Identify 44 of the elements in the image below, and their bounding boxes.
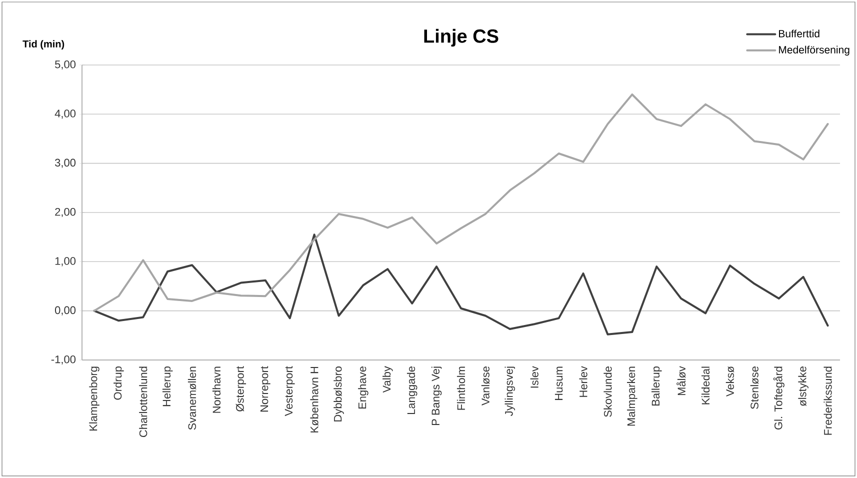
legend-label: Medelförsening [779, 46, 850, 56]
x-tick-label: Vesterport [284, 366, 295, 416]
x-tick-label: Husum [554, 366, 563, 400]
x-tick-label: Skovlunde [604, 366, 612, 417]
x-tick-label: Hellerup [162, 366, 173, 406]
legend-label: Bufferttid [779, 30, 820, 38]
x-tick-label: Langgade [406, 366, 418, 414]
y-tick-label: 4,00 [54, 110, 76, 119]
chart-title: Linje CS [424, 28, 498, 47]
line-series [93, 234, 829, 336]
x-tick-label: Charlottenlund [139, 366, 148, 438]
x-tick-label: Nordhavn [212, 366, 221, 413]
x-tick-label: Svanemøllen [188, 366, 196, 430]
x-tick-label: Norreport [260, 366, 270, 412]
x-tick-label: Herlev [579, 366, 588, 397]
y-axis-title: Tid (min) [22, 40, 64, 50]
x-tick-label: København H [310, 366, 318, 432]
x-tick-label: Ballerup [651, 366, 662, 406]
x-tick-label: Veksø [726, 366, 734, 397]
x-tick-label: Enghave [358, 366, 368, 409]
y-tick-label: 0,00 [54, 306, 76, 316]
x-tick-label: Frederikssund [824, 366, 832, 435]
x-tick-label: Stenløse [750, 366, 759, 409]
x-tick-label: Jyllingsvej [504, 366, 516, 416]
x-tick-label: Kildedal [701, 366, 710, 404]
y-tick-label: -1,00 [51, 355, 76, 365]
x-tick-label: Islev [530, 366, 538, 388]
x-tick-label: P Bangs Vej [431, 366, 442, 426]
x-tick-label: Malmparken [627, 366, 638, 426]
x-tick-label: Flintholm [456, 366, 466, 410]
x-tick-label: Dybbølsbro [334, 366, 344, 422]
x-tick-label: ølstykke [798, 366, 808, 406]
x-tick-label: Klampenborg [89, 366, 100, 431]
x-tick-label: Ordrup [114, 366, 124, 400]
x-tick-label: Østerport [236, 366, 246, 412]
x-tick-label: Vanløse [481, 366, 490, 406]
y-tick-label: 2,00 [55, 208, 76, 218]
line-series [93, 93, 829, 312]
y-tick-label: 1,00 [55, 257, 76, 266]
y-tick-label: 3,00 [54, 158, 76, 168]
x-tick-label: Gl. Toftegård [773, 366, 784, 430]
x-tick-label: Valby [382, 366, 393, 393]
x-tick-label: Måløv [676, 366, 686, 396]
y-tick-label: 5,00 [55, 60, 76, 70]
